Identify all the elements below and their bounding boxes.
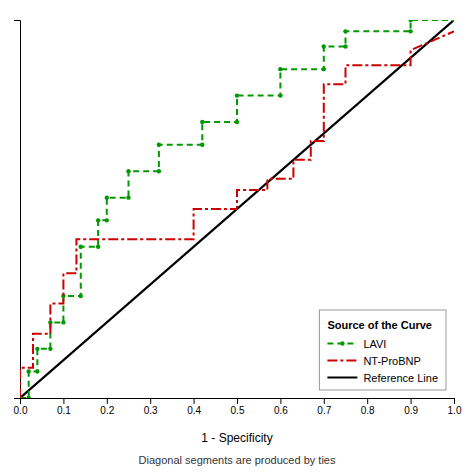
x-tick: 0.8 [361,398,375,416]
x-tick-label: 0.2 [100,405,114,416]
x-tick: 0.7 [317,398,331,416]
marker [105,195,109,199]
y-axis [14,21,21,399]
x-tick-label: 0.3 [144,405,158,416]
x-axis-line [21,399,455,405]
x-tick-label: 0.8 [361,405,375,416]
marker [105,218,109,222]
legend-label: NT-ProBNP [363,355,420,367]
x-tick-mark [280,398,281,404]
x-tick-mark [150,398,151,404]
x-tick: 1.0 [448,398,462,416]
x-tick-label: 1.0 [448,405,462,416]
x-tick-mark [194,398,195,404]
x-tick: 0.0 [14,398,28,416]
marker [26,396,30,398]
x-tick-label: 0.1 [57,405,71,416]
line [20,31,454,398]
legend-swatch [327,360,357,362]
marker [35,369,39,373]
marker [26,369,30,373]
marker [157,143,161,147]
marker [96,245,100,249]
marker [126,195,130,199]
marks [20,20,454,398]
marker [157,169,161,173]
x-tick-label: 0.4 [187,405,201,416]
x-tick-mark [237,398,238,404]
x-tick: 0.9 [404,398,418,416]
marker [200,120,204,124]
x-axis: 0.0 0.1 0.2 0.3 0.4 0.5 0.6 0.7 0.8 0.9 1.0 [14,398,462,416]
x-tick-label: 0.9 [404,405,418,416]
legend-label: Reference Line [363,372,438,384]
marker [35,347,39,351]
marker [278,67,282,71]
legend-title: Source of the Curve [327,319,432,331]
marker [126,169,130,173]
legend-marker [340,341,344,345]
x-tick-label: 0.5 [231,405,245,416]
x-tick-label: 0.6 [274,405,288,416]
marker [235,93,239,97]
chart: 0.0 0.1 0.2 0.3 0.4 0.5 0.6 0.7 0.8 0.9 1.0 Source … [0,0,474,474]
x-tick-mark [107,398,108,404]
marker [322,44,326,48]
legend-swatch [327,377,357,379]
marker [343,29,347,33]
x-tick: 0.4 [187,398,201,416]
x-tick-mark [454,398,455,404]
legend-item: LAVI [327,338,386,350]
legend-item: Reference Line [327,372,438,384]
x-tick-mark [411,398,412,404]
marker [200,143,204,147]
x-tick: 0.1 [57,398,71,416]
x-tick: 0.3 [144,398,158,416]
x-tick-mark [324,398,325,404]
x-tick: 0.6 [274,398,288,416]
legend: Source of the Curve LAVI NT-ProBNP Referenc… [319,310,446,390]
marker [408,29,412,33]
line [20,20,454,398]
x-tick: 0.2 [100,398,114,416]
marker [343,44,347,48]
marker [96,218,100,222]
x-tick-label: 0.0 [14,405,28,416]
plot: 0.0 0.1 0.2 0.3 0.4 0.5 0.6 0.7 0.8 0.9 1.0 Source … [14,18,462,416]
subtitle: Diagonal segments are produced by ties [139,454,336,466]
marker [79,245,83,249]
marker [322,67,326,71]
legend-label: LAVI [363,338,386,350]
marker [278,93,282,97]
y-axis-line [14,21,21,399]
legend-box [319,310,446,390]
marker [408,20,412,22]
x-tick-mark [63,398,64,404]
x-tick-mark [367,398,368,404]
legend-item: NT-ProBNP [327,355,420,367]
marker [452,20,454,22]
marker [235,120,239,124]
x-tick-label: 0.7 [317,405,331,416]
marker [61,320,65,324]
x-tick: 0.5 [231,398,245,416]
marker [48,347,52,351]
x-axis-title: 1 - Specificity [201,431,272,445]
markers [20,20,454,398]
marker [79,294,83,298]
line [20,20,454,398]
